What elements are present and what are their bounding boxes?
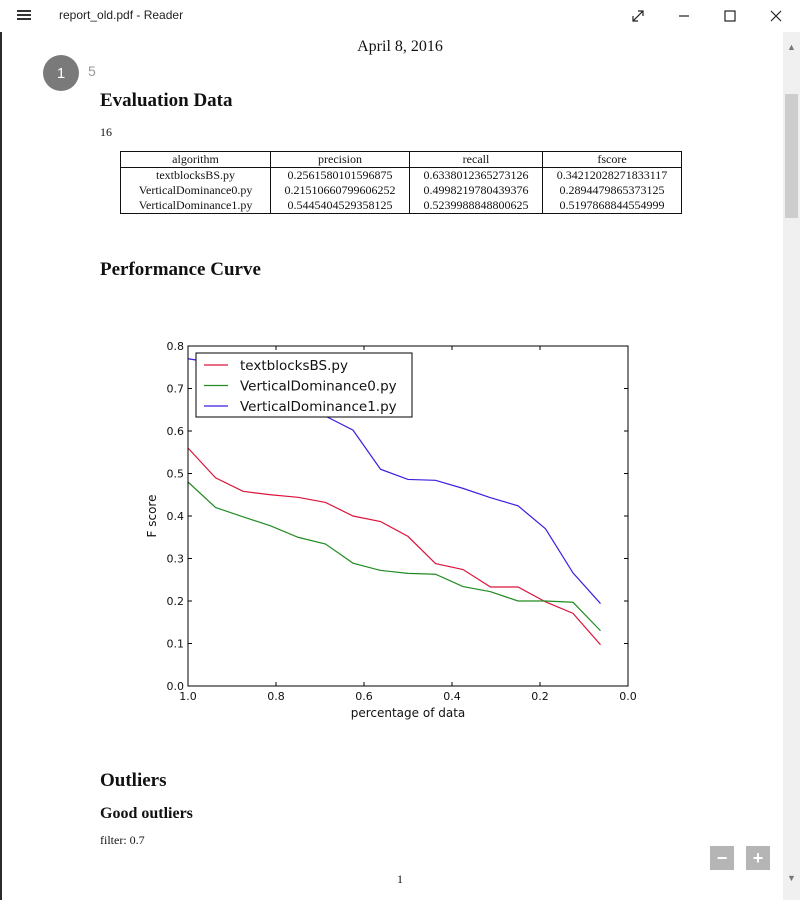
page-number-footer: 1	[397, 872, 403, 886]
zoom-out-button[interactable]: −	[710, 846, 734, 870]
vertical-scrollbar[interactable]: ▲ ▼	[783, 32, 800, 900]
window-title: report_old.pdf - Reader	[59, 8, 184, 22]
table-row: textblocksBS.py 0.2561580101596875 0.633…	[120, 167, 682, 183]
table-row: VerticalDominance0.py 0.2151066079960625…	[120, 183, 682, 198]
table-header-row: algorithm precision recall fscore	[120, 151, 682, 168]
y-axis-label: F score	[145, 495, 159, 538]
scroll-down-arrow-icon[interactable]: ▼	[787, 872, 796, 883]
legend-entry: VerticalDominance1.py	[240, 399, 397, 415]
table-cell: VerticalDominance0.py	[120, 183, 271, 198]
x-tick-label: 1.0	[179, 690, 197, 703]
current-page-badge[interactable]: 1	[43, 55, 79, 91]
y-tick-label: 0.1	[167, 638, 185, 651]
section-heading-evaluation: Evaluation Data	[100, 90, 233, 111]
x-tick-label: 0.6	[355, 690, 373, 703]
x-tick-label: 0.0	[619, 690, 637, 703]
y-tick-label: 0.7	[167, 383, 185, 396]
y-tick-label: 0.4	[167, 510, 185, 523]
legend-entry: textblocksBS.py	[240, 358, 348, 374]
section-heading-outliers: Outliers	[100, 770, 167, 791]
legend-box	[195, 352, 413, 418]
scrollbar-thumb[interactable]	[785, 94, 798, 218]
maximize-icon[interactable]	[707, 0, 753, 32]
table-cell: 0.4998219780439376	[409, 183, 543, 198]
minimize-icon[interactable]	[661, 0, 707, 32]
table-cell: 0.5239988848800625	[409, 198, 543, 214]
section-heading-performance-curve: Performance Curve	[100, 259, 261, 280]
window-edge	[0, 32, 2, 900]
evaluation-count: 16	[100, 125, 112, 139]
document-date: April 8, 2016	[357, 38, 443, 55]
hamburger-icon[interactable]	[10, 8, 38, 24]
y-tick-label: 0.8	[167, 340, 185, 353]
expand-icon[interactable]	[615, 0, 661, 32]
table-cell: 0.2894479865373125	[542, 183, 682, 198]
table-cell: 0.21510660799606252	[270, 183, 410, 198]
y-tick-label: 0.5	[167, 468, 185, 481]
y-tick-label: 0.6	[167, 425, 185, 438]
x-tick-label: 0.8	[267, 690, 285, 703]
x-tick-label: 0.4	[443, 690, 461, 703]
table-cell: 0.34212028271833117	[542, 167, 682, 183]
table-cell: VerticalDominance1.py	[120, 198, 271, 214]
series-line-0	[187, 447, 601, 646]
title-bar: report_old.pdf - Reader	[0, 0, 800, 32]
x-tick-label: 0.2	[531, 690, 549, 703]
series-line-1	[187, 481, 601, 632]
table-row: VerticalDominance1.py 0.5445404529358125…	[120, 198, 682, 214]
table-cell: textblocksBS.py	[120, 167, 271, 183]
column-header-algorithm: algorithm	[120, 151, 271, 168]
total-pages: 5	[88, 63, 96, 79]
zoom-in-button[interactable]: +	[746, 846, 770, 870]
filter-text: filter: 0.7	[100, 833, 145, 847]
y-tick-label: 0.2	[167, 595, 185, 608]
evaluation-table: algorithm precision recall fscore textbl…	[120, 151, 682, 214]
table-cell: 0.2561580101596875	[270, 167, 410, 183]
y-tick-label: 0.0	[167, 680, 185, 693]
column-header-precision: precision	[270, 151, 410, 168]
chart-legend: textblocksBS.py VerticalDominance0.py Vert…	[195, 352, 413, 418]
subsection-heading-good-outliers: Good outliers	[100, 805, 193, 822]
close-icon[interactable]	[753, 0, 799, 32]
table-cell: 0.5197868844554999	[542, 198, 682, 214]
column-header-fscore: fscore	[542, 151, 682, 168]
legend-entry: VerticalDominance0.py	[240, 379, 397, 395]
y-tick-label: 0.3	[167, 553, 185, 566]
scroll-up-arrow-icon[interactable]: ▲	[787, 41, 796, 52]
table-cell: 0.6338012365273126	[409, 167, 543, 183]
x-axis-label: percentage of data	[351, 706, 466, 720]
